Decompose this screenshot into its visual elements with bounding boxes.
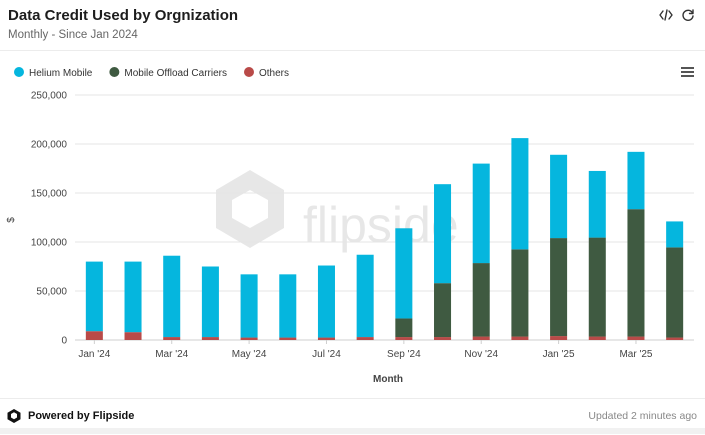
y-axis-ticks: 0 50,000 100,000 150,000 200,000 250,000 <box>31 91 68 347</box>
bar-segment[interactable] <box>588 336 606 340</box>
x-tick-label: Jan '24 <box>78 349 110 360</box>
header-actions <box>659 8 695 22</box>
bottom-strip <box>0 428 705 434</box>
bar-segment[interactable] <box>240 337 258 340</box>
bar-segment[interactable] <box>85 331 103 340</box>
y-tick-label: 0 <box>61 336 67 347</box>
chart-title: Data Credit Used by Orgnization <box>8 7 239 24</box>
bar-segment[interactable] <box>550 154 568 239</box>
x-tick-label: Mar '24 <box>155 349 188 360</box>
chart-subtitle: Monthly - Since Jan 2024 <box>8 29 138 41</box>
bar-segment[interactable] <box>666 337 684 340</box>
bar-segment[interactable] <box>163 255 181 338</box>
y-axis-label: $ <box>6 217 17 223</box>
y-tick-label: 100,000 <box>31 238 68 249</box>
x-tick-label: Mar '25 <box>619 349 652 360</box>
flipside-watermark: flipside <box>216 170 459 253</box>
x-tick-label: Nov '24 <box>464 349 498 360</box>
updated-timestamp: Updated 2 minutes ago <box>588 410 697 422</box>
chart-legend: Helium Mobile Mobile Offload Carriers Othe… <box>14 67 289 79</box>
y-tick-label: 50,000 <box>36 287 67 298</box>
bar-segment[interactable] <box>550 336 568 340</box>
legend-swatch <box>14 67 24 77</box>
bar-segment[interactable] <box>434 337 452 340</box>
bar-segment[interactable] <box>317 265 335 338</box>
x-tick-label: Sep '24 <box>387 349 421 360</box>
legend-label: Helium Mobile <box>29 68 93 79</box>
bar-segment[interactable] <box>666 221 684 248</box>
bar-segment[interactable] <box>124 261 142 333</box>
y-tick-label: 150,000 <box>31 189 68 200</box>
bar-segment[interactable] <box>627 151 645 210</box>
x-tick-label: May '24 <box>232 349 267 360</box>
bar-segment[interactable] <box>472 263 490 337</box>
stacked-bar-chart: flipside Helium Mobile Mobile Offload Car… <box>6 67 694 385</box>
bar-segment[interactable] <box>434 283 452 338</box>
watermark-text: flipside <box>303 197 459 253</box>
bar-segment[interactable] <box>511 336 529 340</box>
card-header: Data Credit Used by Orgnization Monthly … <box>0 0 705 51</box>
bar-segment[interactable] <box>395 337 413 340</box>
bar-segment[interactable] <box>201 337 219 340</box>
bar-segment[interactable] <box>356 254 374 338</box>
bar-segment[interactable] <box>511 138 529 250</box>
bar-segment[interactable] <box>124 332 142 340</box>
x-axis-label: Month <box>373 374 403 385</box>
bar-segment[interactable] <box>317 337 335 340</box>
bar-segment[interactable] <box>395 228 413 319</box>
powered-by-label[interactable]: Powered by Flipside <box>28 410 135 422</box>
bar-series <box>85 138 684 340</box>
legend-swatch <box>244 67 254 77</box>
bar-segment[interactable] <box>240 274 258 338</box>
legend-label: Others <box>259 68 289 79</box>
bar-segment[interactable] <box>550 238 568 337</box>
legend-item[interactable]: Mobile Offload Carriers <box>109 67 227 79</box>
bar-segment[interactable] <box>395 318 413 338</box>
bar-segment[interactable] <box>511 249 529 337</box>
chart-area: flipside Helium Mobile Mobile Offload Car… <box>0 52 705 392</box>
bar-segment[interactable] <box>666 247 684 338</box>
bar-segment[interactable] <box>472 163 490 264</box>
bar-segment[interactable] <box>279 274 297 338</box>
bar-segment[interactable] <box>588 237 606 337</box>
x-tick-label: Jan '25 <box>543 349 575 360</box>
legend-item[interactable]: Helium Mobile <box>14 67 93 79</box>
refresh-icon[interactable] <box>681 8 695 22</box>
bar-segment[interactable] <box>588 170 606 238</box>
x-axis-ticks: Jan '24 Mar '24 May '24 Jul '24 Sep '24 Nov '… <box>78 340 653 360</box>
bar-segment[interactable] <box>85 261 103 332</box>
legend-item[interactable]: Others <box>244 67 289 79</box>
bar-segment[interactable] <box>356 337 374 340</box>
legend-label: Mobile Offload Carriers <box>124 68 227 79</box>
y-tick-label: 250,000 <box>31 91 68 102</box>
bar-segment[interactable] <box>163 337 181 340</box>
bar-segment[interactable] <box>434 184 452 284</box>
flipside-logo-icon <box>6 408 22 424</box>
x-tick-label: Jul '24 <box>312 349 341 360</box>
bar-segment[interactable] <box>201 266 219 338</box>
legend-swatch <box>109 67 120 77</box>
bar-segment[interactable] <box>279 337 297 340</box>
bar-segment[interactable] <box>627 336 645 340</box>
code-icon[interactable] <box>659 8 673 22</box>
bar-segment[interactable] <box>472 336 490 340</box>
bar-segment[interactable] <box>627 209 645 337</box>
y-tick-label: 200,000 <box>31 140 68 151</box>
chart-menu-button[interactable] <box>681 67 694 77</box>
